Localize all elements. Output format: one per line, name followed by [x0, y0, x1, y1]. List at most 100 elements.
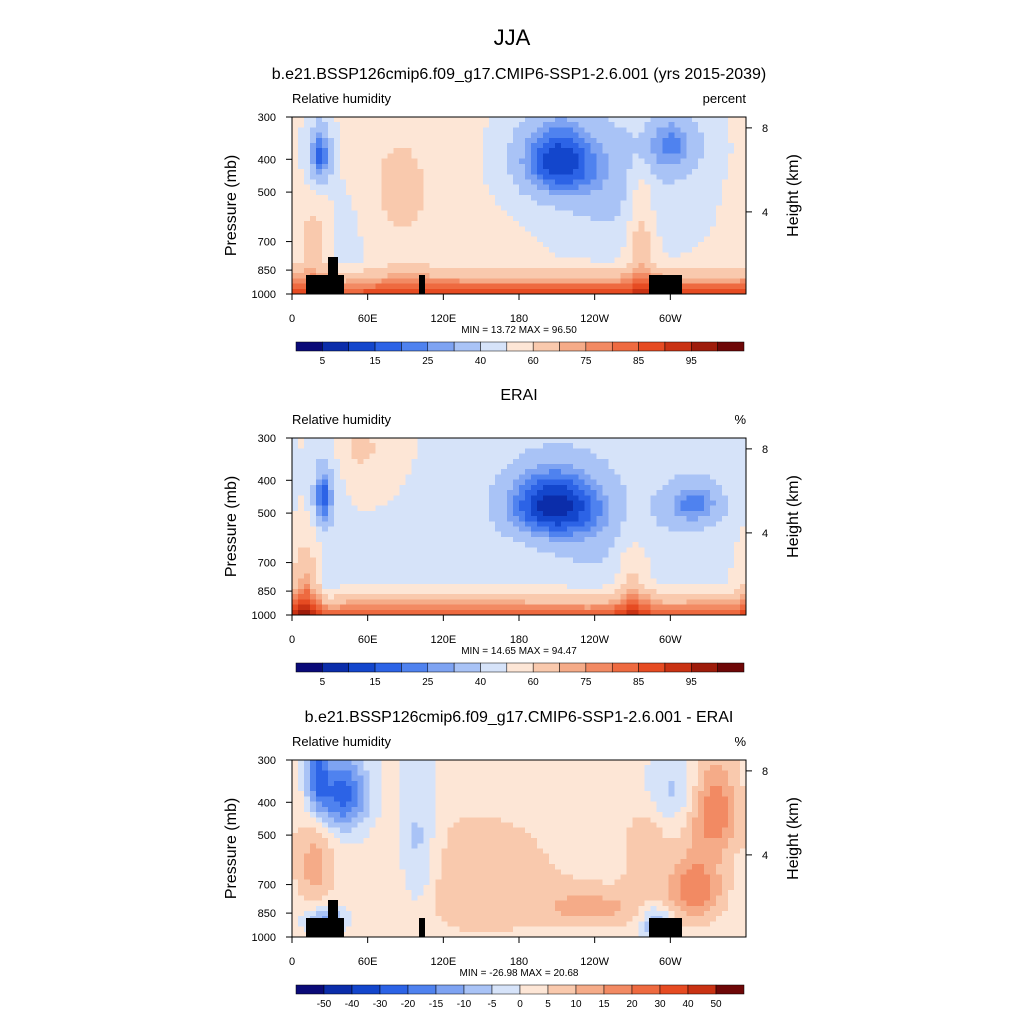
field-cell — [716, 169, 723, 175]
field-cell — [375, 568, 383, 574]
field-cell — [674, 169, 681, 175]
field-cell — [411, 474, 419, 481]
field-cell — [602, 568, 610, 574]
field-cell — [572, 252, 580, 259]
field-cell — [548, 453, 556, 460]
field-cell — [656, 231, 663, 238]
field-cell — [393, 583, 401, 590]
field-cell — [584, 505, 592, 512]
field-cell — [399, 542, 407, 548]
field-cell — [638, 474, 646, 481]
field-cell — [441, 236, 448, 243]
field-cell — [417, 490, 425, 496]
field-cell — [674, 174, 681, 181]
field-cell — [524, 215, 532, 222]
field-cell — [740, 262, 747, 269]
field-cell — [668, 252, 675, 259]
field-cell — [357, 163, 365, 170]
field-cell — [524, 189, 532, 196]
field-cell — [417, 210, 425, 217]
field-cell — [411, 200, 419, 207]
field-cell — [530, 464, 538, 470]
field-cell — [297, 221, 305, 227]
field-cell — [387, 500, 395, 507]
field-cell — [542, 479, 550, 486]
field-cell — [375, 241, 383, 248]
field-cell — [351, 604, 359, 611]
field-cell — [411, 479, 419, 486]
field-cell — [297, 588, 305, 595]
field-cell — [333, 195, 341, 201]
field-cell — [626, 479, 634, 486]
field-cell — [680, 262, 687, 269]
field-cell — [399, 143, 407, 149]
field-cell — [417, 578, 425, 585]
field-cell — [536, 257, 544, 264]
field-cell — [345, 578, 353, 585]
field-cell — [399, 469, 407, 476]
field-cell — [429, 542, 436, 548]
field-cell — [596, 117, 604, 123]
field-cell — [704, 278, 711, 285]
field-cell — [614, 547, 622, 554]
field-cell — [542, 137, 550, 144]
field-cell — [674, 479, 681, 486]
field-cell — [423, 464, 430, 470]
field-cell — [447, 210, 454, 217]
field-cell — [602, 184, 610, 191]
field-cell — [292, 458, 299, 465]
field-cell — [465, 210, 472, 217]
field-cell — [602, 500, 610, 507]
field-cell — [614, 573, 622, 580]
field-cell — [489, 438, 496, 444]
field-cell — [662, 257, 669, 264]
field-cell — [483, 278, 490, 285]
field-cell — [381, 132, 389, 139]
field-cell — [297, 479, 305, 486]
field-cell — [632, 588, 640, 595]
field-cell — [644, 490, 652, 496]
field-cell — [292, 594, 299, 600]
field-cell — [477, 148, 484, 155]
field-cell — [650, 163, 657, 170]
field-cell — [375, 158, 383, 165]
field-cell — [548, 526, 556, 533]
field-cell — [686, 469, 693, 476]
field-cell — [668, 184, 675, 191]
field-cell — [548, 547, 556, 554]
field-cell — [548, 521, 556, 528]
field-cell — [536, 438, 544, 444]
field-cell — [578, 241, 586, 248]
field-cell — [489, 547, 496, 554]
field-cell — [321, 195, 329, 201]
field-cell — [387, 526, 395, 533]
field-cell — [393, 516, 401, 522]
field-cell — [536, 474, 544, 481]
terrain-mask — [419, 275, 425, 294]
field-cell — [327, 158, 335, 165]
field-cell — [620, 189, 628, 196]
field-cell — [536, 273, 544, 279]
field-cell — [357, 469, 365, 476]
field-cell — [638, 288, 646, 295]
field-cell — [345, 262, 353, 269]
field-cell — [327, 148, 335, 155]
field-cell — [327, 127, 335, 134]
field-cell — [387, 609, 395, 616]
field-cell — [387, 117, 395, 123]
field-cell — [339, 262, 347, 269]
field-cell — [656, 195, 663, 201]
field-cell — [620, 137, 628, 144]
contour-field — [292, 438, 747, 616]
field-cell — [381, 536, 389, 543]
field-cell — [363, 562, 371, 569]
field-cell — [680, 226, 687, 233]
field-cell — [465, 531, 472, 538]
field-cell — [698, 510, 705, 517]
field-cell — [292, 174, 299, 181]
field-cell — [507, 205, 514, 212]
field-cell — [578, 531, 586, 538]
field-cell — [411, 588, 419, 595]
field-cell — [530, 583, 538, 590]
field-cell — [393, 542, 401, 548]
